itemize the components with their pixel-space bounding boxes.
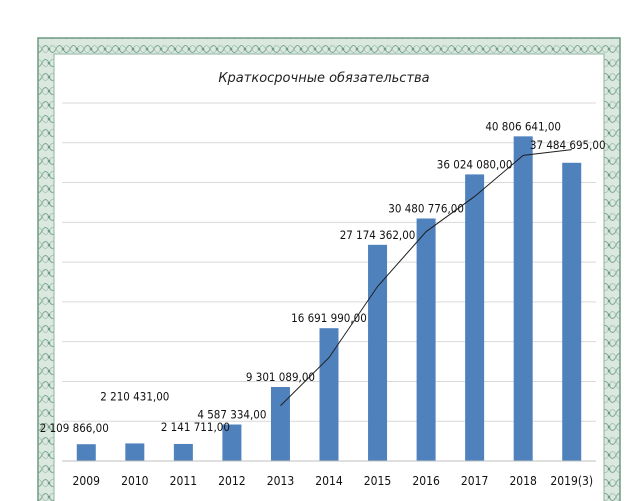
data-label-2013: 9 301 089,00 [246, 370, 315, 384]
data-label-2014: 16 691 990,00 [291, 311, 367, 325]
trendline-group [280, 149, 572, 407]
data-label-2010: 2 210 431,00 [100, 389, 169, 403]
bar-2011 [173, 443, 193, 461]
data-label-2016: 30 480 776,00 [388, 202, 464, 216]
bar-2013 [270, 387, 290, 461]
data-label-2019(3): 37 484 695,00 [530, 138, 606, 152]
data-label-2015: 27 174 362,00 [340, 228, 416, 242]
x-tick-label: 2014 [315, 474, 343, 488]
x-tick-label: 2018 [509, 474, 537, 488]
x-axis-tick-labels: 2009 2010 2011 2012 2013 2014 2015 2016 2017 2018… [73, 474, 594, 488]
data-label-2011: 2 141 711,00 [161, 420, 230, 434]
x-tick-label: 2019(3) [550, 474, 593, 488]
bar-2015 [368, 244, 388, 461]
bar-2016 [416, 218, 436, 461]
x-tick-label: 2015 [364, 474, 391, 488]
data-label-2012: 4 587 334,00 [197, 408, 266, 422]
x-tick-label: 2017 [461, 474, 488, 488]
bar-2017 [465, 174, 485, 461]
data-label-2018: 40 806 641,00 [485, 119, 561, 133]
trendline [280, 149, 572, 407]
bar-2009 [76, 444, 96, 461]
bar-2018 [513, 136, 533, 461]
x-tick-label: 2010 [121, 474, 149, 488]
bar-series [76, 136, 582, 461]
data-label-2009: 2 109 866,00 [40, 421, 109, 435]
x-tick-label: 2009 [73, 474, 101, 488]
data-labels: 2 109 866,00 2 210 431,00 2 141 711,004 58… [40, 119, 606, 435]
x-tick-label: 2012 [218, 474, 245, 488]
data-label-2017: 36 024 080,00 [437, 157, 513, 171]
bar-2014 [319, 328, 339, 461]
bar-2019(3) [562, 162, 582, 461]
x-tick-label: 2013 [267, 474, 294, 488]
bar-2010 [125, 443, 145, 461]
x-tick-label: 2016 [412, 474, 440, 488]
gridlines [62, 102, 596, 422]
chart-title: Краткосрочные обязательства [218, 71, 429, 86]
x-tick-label: 2011 [170, 474, 197, 488]
bar-2012 [222, 424, 242, 461]
